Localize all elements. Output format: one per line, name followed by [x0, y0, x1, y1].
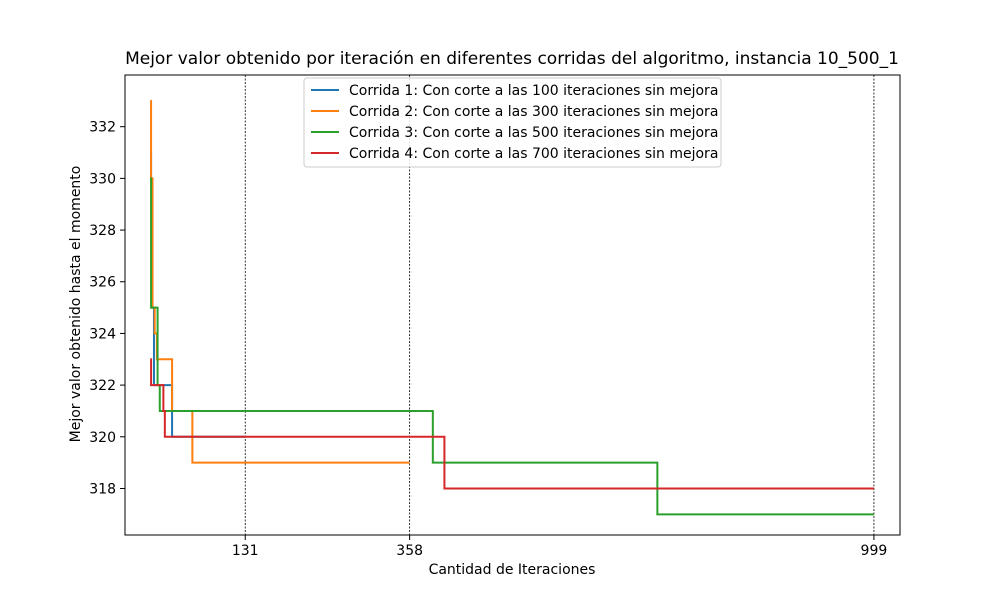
x-tick-label: 131 [232, 543, 259, 559]
legend-label-1: Corrida 1: Con corte a las 100 iteracion… [349, 83, 718, 99]
chart-title: Mejor valor obtenido por iteración en di… [125, 49, 899, 69]
series-lines [150, 99, 874, 516]
legend-label-2: Corrida 2: Con corte a las 300 iteracion… [349, 104, 718, 120]
legend-label-3: Corrida 3: Con corte a las 500 iteracion… [349, 125, 718, 141]
series-line-4 [150, 358, 874, 490]
legend-label-4: Corrida 4: Con corte a las 700 iteracion… [349, 146, 718, 162]
y-axis-ticks: 318 320 322 324 326 328 330 332 [89, 120, 125, 497]
plot-frame [124, 74, 901, 536]
axes-frame [124, 74, 901, 536]
y-tick-label: 318 [89, 481, 116, 497]
y-tick-label: 332 [89, 120, 116, 136]
y-tick-label: 328 [89, 223, 116, 239]
y-tick-label: 322 [89, 378, 116, 394]
legend-box [303, 77, 722, 168]
y-axis-label: Mejor valor obtenido hasta el momento [68, 166, 84, 443]
x-axis-label: Cantidad de Iteraciones [429, 562, 596, 578]
y-tick-label: 320 [89, 430, 116, 446]
x-tick-label: 358 [396, 543, 423, 559]
y-tick-label: 324 [89, 326, 116, 342]
x-tick-label: 999 [861, 543, 888, 559]
vertical-reference-lines [244, 75, 875, 535]
legend: Corrida 1: Con corte a las 100 iteracion… [303, 77, 722, 168]
y-tick-label: 330 [89, 171, 116, 187]
x-axis-ticks: 131 358 999 [232, 535, 887, 559]
y-tick-label: 326 [89, 275, 116, 291]
